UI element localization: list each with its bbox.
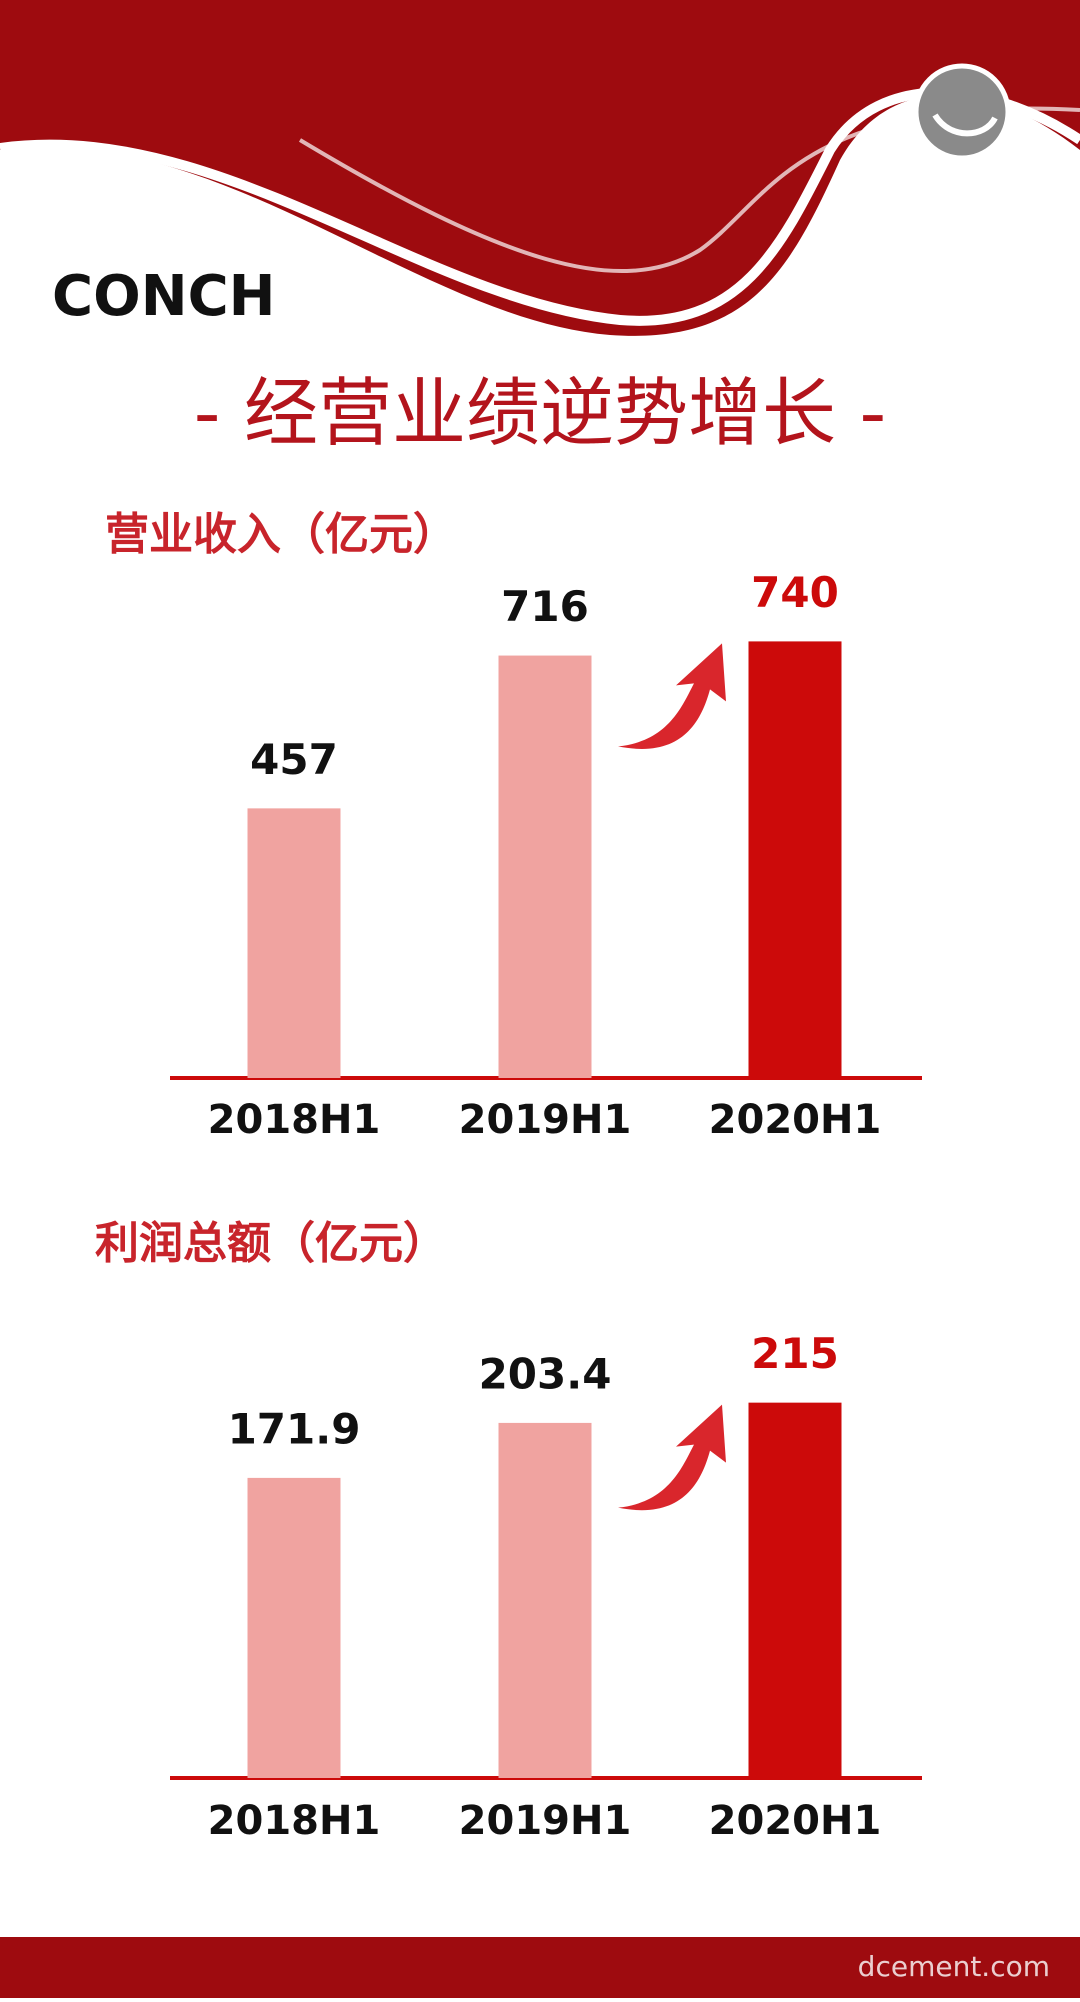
- footer-band: [0, 1937, 1080, 1998]
- growth-arrow: [618, 1404, 726, 1511]
- x-tick-label: 2019H1: [459, 1798, 632, 1844]
- chart-title: 利润总额（亿元）: [95, 1218, 447, 1269]
- bar: [247, 808, 341, 1078]
- bar: [748, 1402, 842, 1778]
- value-label: 740: [751, 568, 839, 617]
- x-tick-label: 2020H1: [709, 1798, 882, 1844]
- x-tick-label: 2019H1: [459, 1097, 632, 1143]
- header-icon-glyph: [932, 113, 998, 137]
- value-label: 716: [501, 582, 589, 631]
- growth-arrow: [618, 643, 726, 749]
- chart-title: 营业收入（亿元）: [105, 509, 457, 560]
- watermark: dcement.com: [858, 1950, 1050, 1983]
- value-label: 203.4: [479, 1349, 612, 1398]
- value-label: 457: [250, 735, 338, 784]
- page-title: - 经营业绩逆势增长 -: [194, 371, 886, 457]
- bar: [498, 1422, 592, 1778]
- x-tick-label: 2018H1: [208, 1097, 381, 1143]
- header-icon: [913, 63, 1011, 161]
- logo: CONCH: [52, 264, 276, 329]
- header-band: [0, 0, 1080, 336]
- bar: [748, 641, 842, 1078]
- header-wave-inner: [298, 106, 1080, 274]
- x-tick-label: 2018H1: [208, 1798, 381, 1844]
- bar: [498, 655, 592, 1078]
- value-label: 171.9: [228, 1404, 361, 1453]
- value-label: 215: [751, 1329, 839, 1378]
- bar: [247, 1477, 341, 1778]
- x-tick-label: 2020H1: [709, 1097, 882, 1143]
